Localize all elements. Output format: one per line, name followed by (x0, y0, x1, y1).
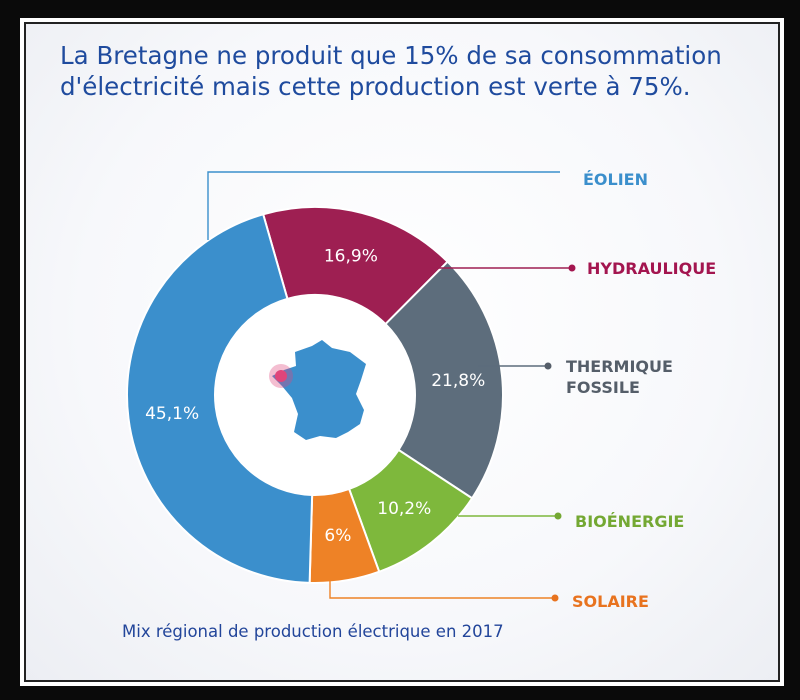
value-label: 16,9% (324, 247, 378, 267)
slice-eolien (126, 213, 314, 584)
leader-line (329, 568, 555, 599)
leader-line (207, 171, 560, 240)
leader-dot (568, 264, 576, 272)
value-label: 10,2% (377, 499, 431, 519)
value-label: 45,1% (145, 404, 199, 424)
category-label: SOLAIRE (572, 592, 649, 611)
slice-thermique-fossile (384, 260, 504, 500)
leader-dot (544, 362, 552, 370)
brittany-marker (275, 370, 287, 382)
slice-hydraulique (261, 206, 449, 326)
leader-dot (551, 594, 559, 602)
france-map-icon (272, 340, 366, 440)
title-line-1: La Bretagne ne produit que 15% de sa con… (60, 41, 722, 70)
category-label: FOSSILE (566, 378, 640, 397)
category-label: THERMIQUE (566, 357, 673, 376)
chart-caption: Mix régional de production électrique en… (122, 622, 504, 641)
category-label: HYDRAULIQUE (587, 259, 716, 278)
value-label: 21,8% (431, 371, 485, 391)
leader-dot (554, 512, 562, 520)
category-label: ÉOLIEN (583, 170, 648, 189)
category-label: BIOÉNERGIE (575, 512, 684, 531)
title-line-2: d'électricité mais cette production est … (60, 72, 691, 101)
page-title: La Bretagne ne produit que 15% de sa con… (60, 40, 740, 102)
value-label: 6% (324, 526, 351, 546)
